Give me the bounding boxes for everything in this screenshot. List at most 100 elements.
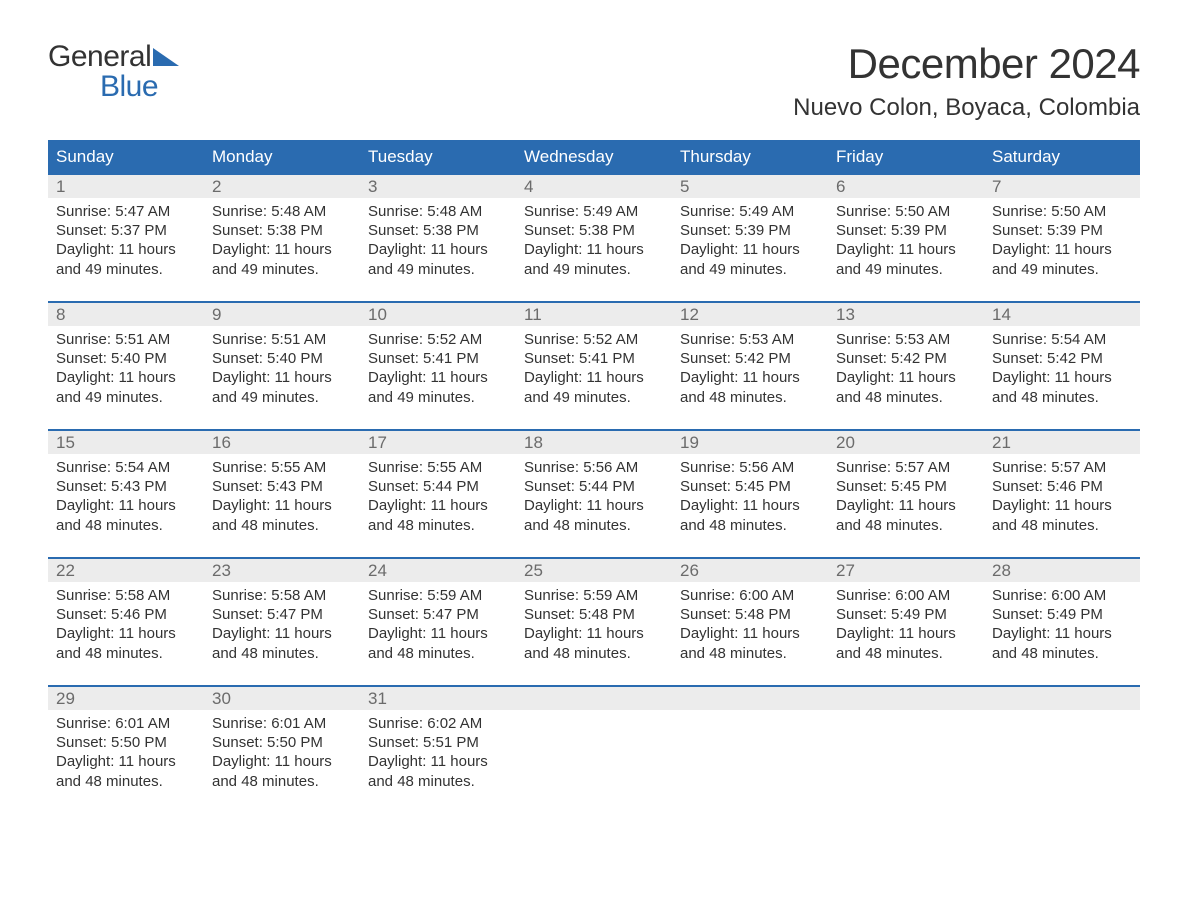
day-number: 8 <box>48 301 204 326</box>
sunset-line: Sunset: 5:51 PM <box>368 733 508 752</box>
day-details: Sunrise: 5:50 AMSunset: 5:39 PMDaylight:… <box>836 202 976 279</box>
day-number: 20 <box>828 429 984 454</box>
calendar-day-cell: 29 Sunrise: 6:01 AMSunset: 5:50 PMDayligh… <box>48 685 204 813</box>
daylight-line: Daylight: 11 hours and 49 minutes. <box>56 240 196 278</box>
sunrise-line: Sunrise: 5:48 AM <box>368 202 508 221</box>
calendar-week-row: 1Sunrise: 5:47 AMSunset: 5:37 PMDaylight… <box>48 173 1140 301</box>
sunrise-line: Sunrise: 6:00 AM <box>992 586 1132 605</box>
calendar-day-cell: 7 Sunrise: 5:50 AMSunset: 5:39 PMDaylight… <box>984 173 1140 301</box>
day-details: Sunrise: 5:52 AMSunset: 5:41 PMDaylight:… <box>368 330 508 407</box>
calendar-day-cell: 23Sunrise: 5:58 AMSunset: 5:47 PMDayligh… <box>204 557 360 685</box>
daylight-line: Daylight: 11 hours and 48 minutes. <box>992 496 1132 534</box>
calendar-day-cell: 30Sunrise: 6:01 AMSunset: 5:50 PMDayligh… <box>204 685 360 813</box>
day-details: Sunrise: 6:01 AMSunset: 5:50 PMDaylight:… <box>212 714 352 791</box>
day-details: Sunrise: 5:50 AMSunset: 5:39 PMDaylight:… <box>992 202 1132 279</box>
sunset-line: Sunset: 5:42 PM <box>680 349 820 368</box>
sunset-line: Sunset: 5:43 PM <box>56 477 196 496</box>
day-details: Sunrise: 5:48 AMSunset: 5:38 PMDaylight:… <box>212 202 352 279</box>
day-details: Sunrise: 5:57 AMSunset: 5:45 PMDaylight:… <box>836 458 976 535</box>
sunrise-line: Sunrise: 5:58 AM <box>56 586 196 605</box>
sunrise-line: Sunrise: 5:47 AM <box>56 202 196 221</box>
logo: General Blue <box>48 40 179 104</box>
day-number: 4 <box>516 173 672 198</box>
calendar-table: Sunday Monday Tuesday Wednesday Thursday… <box>48 140 1140 813</box>
sunset-line: Sunset: 5:50 PM <box>56 733 196 752</box>
day-number: 18 <box>516 429 672 454</box>
day-number: 7 <box>984 173 1140 198</box>
calendar-day-cell: 24Sunrise: 5:59 AMSunset: 5:47 PMDayligh… <box>360 557 516 685</box>
day-details: Sunrise: 5:54 AMSunset: 5:43 PMDaylight:… <box>56 458 196 535</box>
day-details: Sunrise: 5:52 AMSunset: 5:41 PMDaylight:… <box>524 330 664 407</box>
calendar-week-row: 29Sunrise: 6:01 AMSunset: 5:50 PMDayligh… <box>48 685 1140 813</box>
day-details: Sunrise: 5:58 AMSunset: 5:46 PMDaylight:… <box>56 586 196 663</box>
sunrise-line: Sunrise: 5:50 AM <box>836 202 976 221</box>
day-number: 23 <box>204 557 360 582</box>
sunset-line: Sunset: 5:40 PM <box>56 349 196 368</box>
sunset-line: Sunset: 5:50 PM <box>212 733 352 752</box>
day-details: Sunrise: 5:51 AMSunset: 5:40 PMDaylight:… <box>212 330 352 407</box>
daylight-line: Daylight: 11 hours and 49 minutes. <box>836 240 976 278</box>
calendar-day-cell <box>828 685 984 813</box>
weekday-header: Tuesday <box>360 140 516 173</box>
day-details: Sunrise: 5:49 AMSunset: 5:39 PMDaylight:… <box>680 202 820 279</box>
day-number: 27 <box>828 557 984 582</box>
sunset-line: Sunset: 5:42 PM <box>992 349 1132 368</box>
day-number: 2 <box>204 173 360 198</box>
sunrise-line: Sunrise: 5:55 AM <box>212 458 352 477</box>
day-details: Sunrise: 5:48 AMSunset: 5:38 PMDaylight:… <box>368 202 508 279</box>
calendar-day-cell: 1Sunrise: 5:47 AMSunset: 5:37 PMDaylight… <box>48 173 204 301</box>
sunset-line: Sunset: 5:40 PM <box>212 349 352 368</box>
calendar-day-cell: 20 Sunrise: 5:57 AMSunset: 5:45 PMDayligh… <box>828 429 984 557</box>
calendar-week-row: 22Sunrise: 5:58 AMSunset: 5:46 PMDayligh… <box>48 557 1140 685</box>
daylight-line: Daylight: 11 hours and 48 minutes. <box>836 496 976 534</box>
sunrise-line: Sunrise: 5:54 AM <box>992 330 1132 349</box>
location-subtitle: Nuevo Colon, Boyaca, Colombia <box>793 94 1140 122</box>
day-number: 21 <box>984 429 1140 454</box>
daylight-line: Daylight: 11 hours and 49 minutes. <box>524 240 664 278</box>
day-number: 11 <box>516 301 672 326</box>
sunset-line: Sunset: 5:45 PM <box>836 477 976 496</box>
day-number: 19 <box>672 429 828 454</box>
day-details: Sunrise: 5:56 AMSunset: 5:44 PMDaylight:… <box>524 458 664 535</box>
sunset-line: Sunset: 5:49 PM <box>992 605 1132 624</box>
daylight-line: Daylight: 11 hours and 48 minutes. <box>56 496 196 534</box>
sunset-line: Sunset: 5:39 PM <box>680 221 820 240</box>
sunrise-line: Sunrise: 5:56 AM <box>524 458 664 477</box>
calendar-day-cell: 9Sunrise: 5:51 AMSunset: 5:40 PMDaylight… <box>204 301 360 429</box>
day-number: 24 <box>360 557 516 582</box>
calendar-day-cell <box>984 685 1140 813</box>
daylight-line: Daylight: 11 hours and 49 minutes. <box>212 240 352 278</box>
sunrise-line: Sunrise: 6:00 AM <box>836 586 976 605</box>
day-number: 6 <box>828 173 984 198</box>
day-details: Sunrise: 6:01 AMSunset: 5:50 PMDaylight:… <box>56 714 196 791</box>
daylight-line: Daylight: 11 hours and 49 minutes. <box>524 368 664 406</box>
sunrise-line: Sunrise: 5:48 AM <box>212 202 352 221</box>
weekday-header: Thursday <box>672 140 828 173</box>
day-details: Sunrise: 5:56 AMSunset: 5:45 PMDaylight:… <box>680 458 820 535</box>
calendar-day-cell: 10Sunrise: 5:52 AMSunset: 5:41 PMDayligh… <box>360 301 516 429</box>
sunset-line: Sunset: 5:39 PM <box>836 221 976 240</box>
sunrise-line: Sunrise: 5:57 AM <box>836 458 976 477</box>
sunset-line: Sunset: 5:38 PM <box>368 221 508 240</box>
daylight-line: Daylight: 11 hours and 48 minutes. <box>992 368 1132 406</box>
sunrise-line: Sunrise: 6:01 AM <box>56 714 196 733</box>
sunrise-line: Sunrise: 5:55 AM <box>368 458 508 477</box>
day-number: 29 <box>48 685 204 710</box>
daylight-line: Daylight: 11 hours and 48 minutes. <box>56 624 196 662</box>
daylight-line: Daylight: 11 hours and 48 minutes. <box>992 624 1132 662</box>
calendar-day-cell: 19 Sunrise: 5:56 AMSunset: 5:45 PMDayligh… <box>672 429 828 557</box>
day-details: Sunrise: 5:51 AMSunset: 5:40 PMDaylight:… <box>56 330 196 407</box>
calendar-day-cell: 17Sunrise: 5:55 AMSunset: 5:44 PMDayligh… <box>360 429 516 557</box>
daylight-line: Daylight: 11 hours and 48 minutes. <box>524 496 664 534</box>
calendar-day-cell: 31Sunrise: 6:02 AMSunset: 5:51 PMDayligh… <box>360 685 516 813</box>
day-details: Sunrise: 5:47 AMSunset: 5:37 PMDaylight:… <box>56 202 196 279</box>
sunset-line: Sunset: 5:47 PM <box>212 605 352 624</box>
day-details: Sunrise: 5:53 AMSunset: 5:42 PMDaylight:… <box>836 330 976 407</box>
daylight-line: Daylight: 11 hours and 48 minutes. <box>836 368 976 406</box>
calendar-day-cell: 22Sunrise: 5:58 AMSunset: 5:46 PMDayligh… <box>48 557 204 685</box>
daylight-line: Daylight: 11 hours and 48 minutes. <box>56 752 196 790</box>
day-number <box>984 685 1140 710</box>
sunrise-line: Sunrise: 6:01 AM <box>212 714 352 733</box>
sunset-line: Sunset: 5:48 PM <box>680 605 820 624</box>
weekday-header-row: Sunday Monday Tuesday Wednesday Thursday… <box>48 140 1140 173</box>
